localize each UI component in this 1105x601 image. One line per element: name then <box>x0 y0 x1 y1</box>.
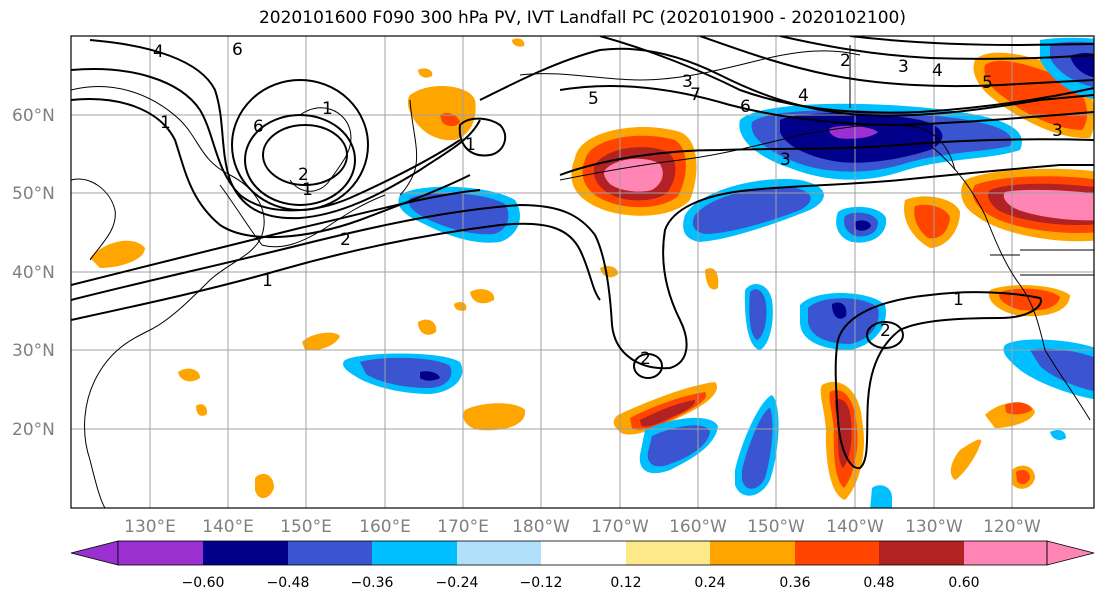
graticule <box>71 36 1094 508</box>
contour-label: 4 <box>798 86 809 106</box>
contour-label: 4 <box>932 61 943 81</box>
contour-label: 2 <box>340 230 351 250</box>
colorbar-segment <box>626 541 710 565</box>
colorbar-segment <box>710 541 795 565</box>
lon-label: 160°W <box>669 517 727 537</box>
contour-label: 6 <box>232 40 243 60</box>
lon-label: 140°W <box>826 517 884 537</box>
contour-label: 2 <box>840 51 851 71</box>
colorbar-segment <box>288 541 372 565</box>
lon-label: 120°W <box>983 517 1041 537</box>
colorbar-segment <box>879 541 964 565</box>
colorbar-tick: −0.36 <box>351 575 394 591</box>
contour-label: 5 <box>588 89 599 109</box>
contour-label: 1 <box>953 290 964 310</box>
colorbar-tick: 0.12 <box>610 575 641 591</box>
colorbar-tick: −0.48 <box>267 575 310 591</box>
lon-label: 150°E <box>280 517 332 537</box>
contour-label: 3 <box>780 150 791 170</box>
latitude-labels: 60°N 50°N 40°N 30°N 20°N <box>12 106 55 440</box>
colorbar-tick: −0.60 <box>182 575 225 591</box>
contour-label: 6 <box>253 117 264 137</box>
colorbar-left-extension <box>70 540 119 566</box>
contour-label: 3 <box>898 57 909 77</box>
colorbar-segment <box>541 541 626 565</box>
contour-label: 7 <box>690 85 701 105</box>
lat-label: 20°N <box>12 420 55 440</box>
contour-label: 3 <box>682 72 693 92</box>
contour-label: 2 <box>640 349 651 369</box>
map-title: 2020101600 F090 300 hPa PV, IVT Landfall… <box>258 8 906 28</box>
colorbar-tick: −0.12 <box>520 575 563 591</box>
contour-label: 5 <box>982 73 993 93</box>
lon-label: 140°E <box>202 517 254 537</box>
colorbar-segment <box>203 541 288 565</box>
colorbar-segment <box>795 541 879 565</box>
coastlines <box>71 45 1094 508</box>
colorbar-segment <box>964 541 1047 565</box>
lat-label: 40°N <box>12 263 55 283</box>
lat-label: 50°N <box>12 184 55 204</box>
contour-label: 1 <box>322 99 333 119</box>
colorbar-segment <box>457 541 541 565</box>
contour-label: 1 <box>302 180 313 200</box>
contour-label: 6 <box>740 97 751 117</box>
colorbar: −0.60 −0.48 −0.36 −0.24 −0.12 0.12 0.24 … <box>70 540 1095 591</box>
lat-label: 30°N <box>12 341 55 361</box>
colorbar-right-extension <box>1046 540 1095 566</box>
contour-label: 1 <box>160 113 171 133</box>
colorbar-tick: 0.48 <box>863 575 894 591</box>
contour-label: 4 <box>153 42 164 62</box>
lon-label: 180°W <box>512 517 570 537</box>
lon-label: 130°W <box>905 517 963 537</box>
positive-anomalies <box>90 38 1094 500</box>
lon-label: 160°E <box>359 517 411 537</box>
lon-label: 170°E <box>437 517 489 537</box>
contour-labels: 4 6 1 6 1 2 1 1 2 1 3 5 3 6 4 7 5 3 1 2 … <box>153 40 1063 369</box>
contour-label: 1 <box>465 135 476 155</box>
lon-label: 170°W <box>591 517 649 537</box>
lat-label: 60°N <box>12 106 55 126</box>
colorbar-tick: −0.24 <box>436 575 479 591</box>
colorbar-tick: 0.60 <box>948 575 979 591</box>
pv-contours <box>71 36 1094 470</box>
colorbar-segment <box>372 541 457 565</box>
lon-label: 130°E <box>124 517 176 537</box>
contour-label: 2 <box>880 321 891 341</box>
longitude-labels: 130°E 140°E 150°E 160°E 170°E 180°W 170°… <box>124 517 1041 537</box>
colorbar-tick: 0.36 <box>779 575 810 591</box>
lon-label: 150°W <box>747 517 805 537</box>
colorbar-segment <box>118 541 203 565</box>
map-border <box>70 35 1095 509</box>
colorbar-tick: 0.24 <box>694 575 725 591</box>
contour-label: 1 <box>262 271 273 291</box>
contour-label: 3 <box>1052 121 1063 141</box>
contour-label: 2 <box>298 165 309 185</box>
